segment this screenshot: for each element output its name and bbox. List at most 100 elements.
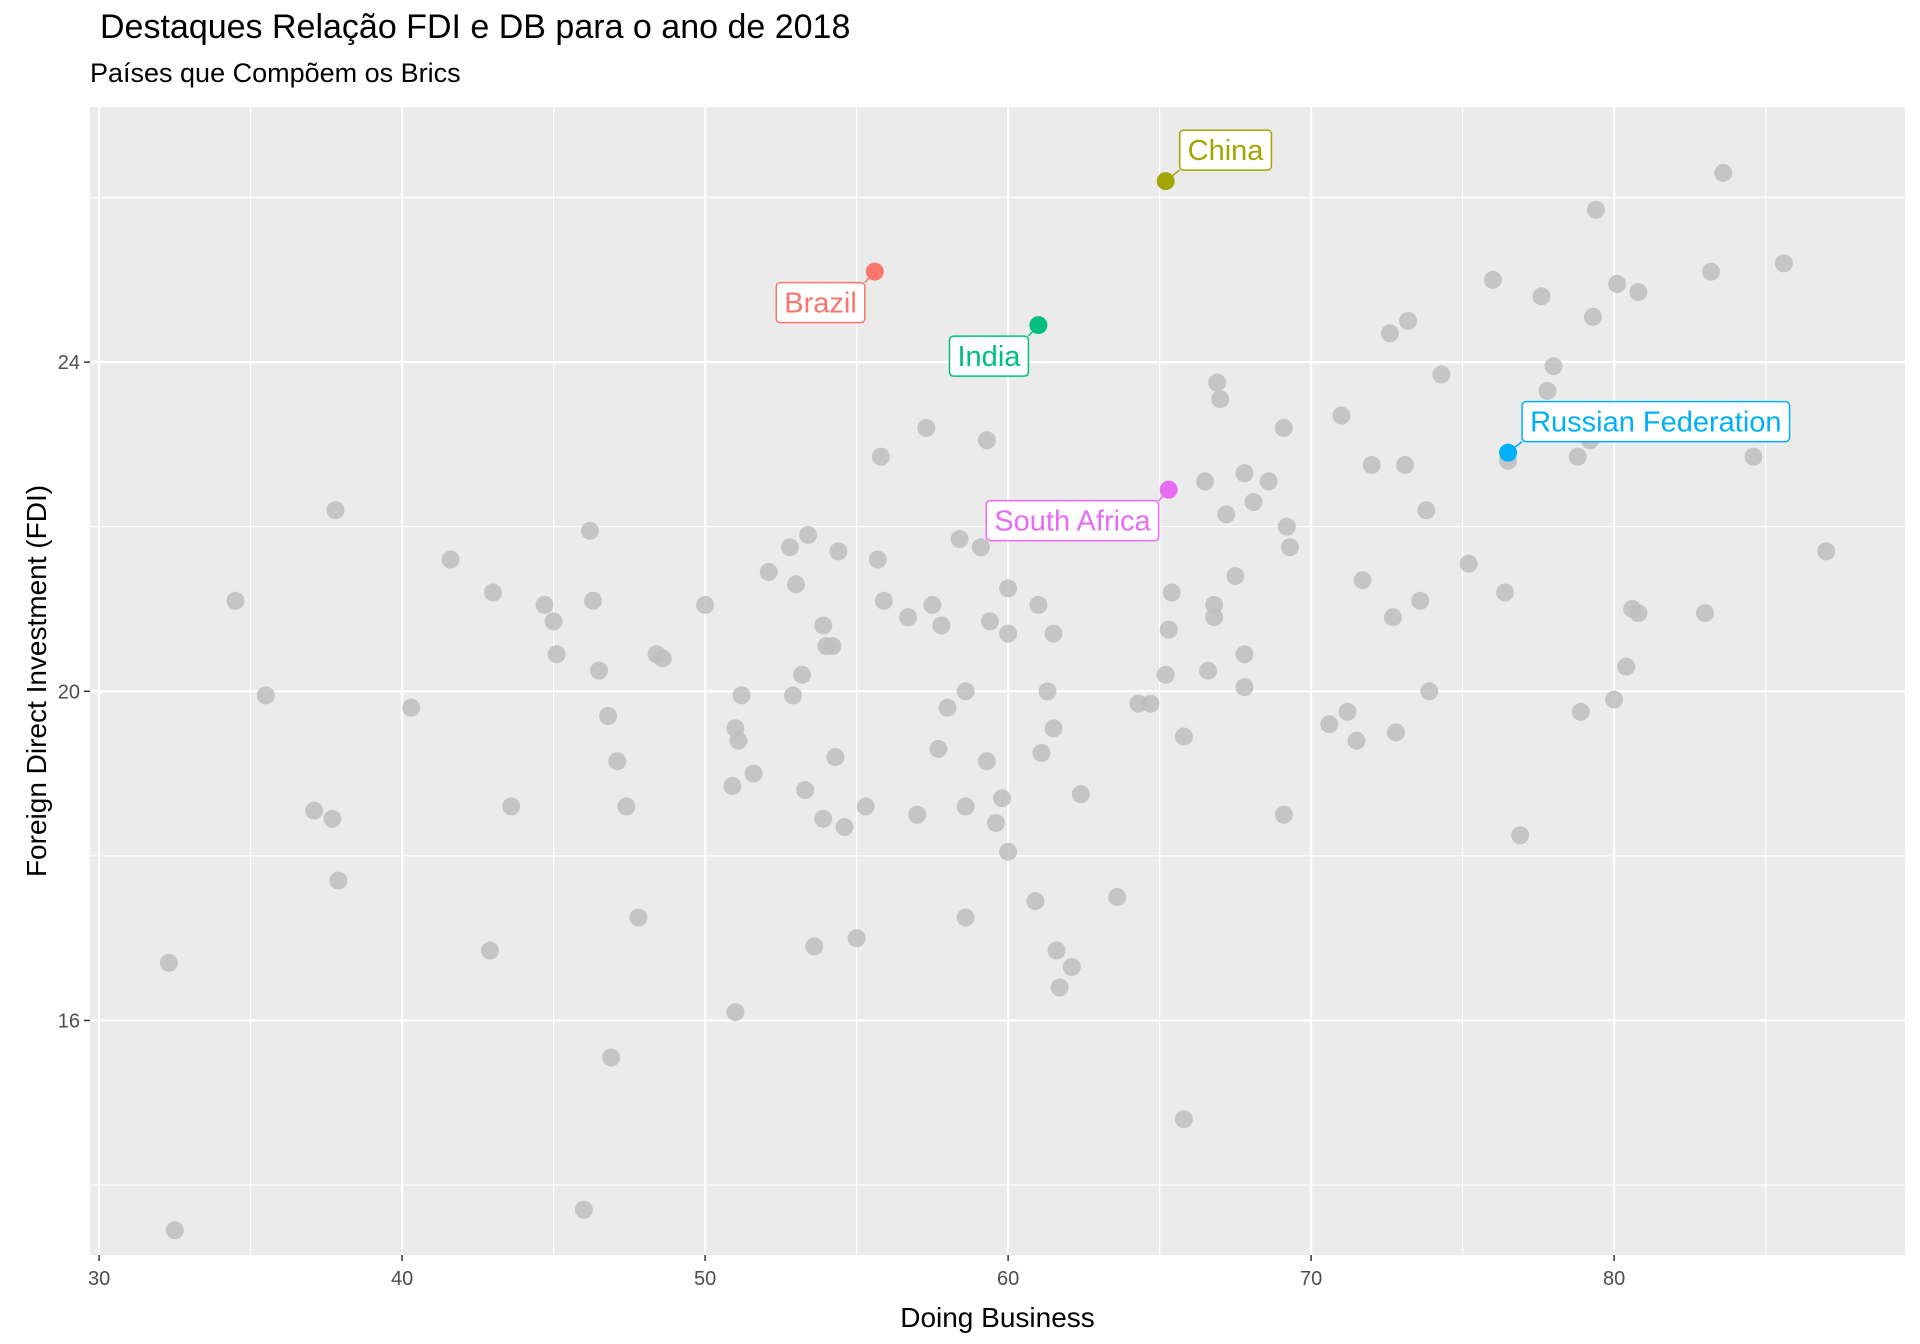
data-point (1162, 583, 1181, 602)
data-point (1205, 608, 1224, 627)
data-point (1817, 542, 1836, 561)
data-point (871, 447, 890, 466)
x-tick-label: 40 (391, 1268, 413, 1290)
data-point (1029, 595, 1048, 614)
data-point (159, 953, 178, 972)
data-point (823, 637, 842, 656)
highlight-label-connector (1165, 169, 1181, 182)
data-point (1332, 406, 1351, 425)
data-point (799, 525, 818, 544)
data-point (732, 686, 751, 705)
data-point (1050, 978, 1069, 997)
data-point (932, 616, 951, 635)
data-point (629, 908, 648, 927)
data-point (929, 739, 948, 758)
data-point (868, 550, 887, 569)
data-point (1235, 645, 1254, 664)
highlight-label-box (948, 335, 1030, 377)
highlight-label-text: Brazil (784, 288, 857, 320)
data-point (1399, 311, 1418, 330)
data-point (602, 1048, 621, 1067)
highlight-label: Russian Federation (1507, 400, 1791, 454)
data-point (1226, 567, 1245, 586)
data-point (1244, 493, 1263, 512)
data-point (874, 591, 893, 610)
data-point (923, 595, 942, 614)
data-point (1174, 727, 1193, 746)
data-point (1586, 200, 1605, 219)
data-point (1108, 888, 1127, 907)
data-point (580, 521, 599, 540)
data-point (993, 789, 1012, 808)
data-point (814, 616, 833, 635)
data-point (759, 562, 778, 581)
data-point (1420, 682, 1439, 701)
data-point (1411, 591, 1430, 610)
y-tick-label: 20 (58, 681, 80, 703)
data-point (826, 748, 845, 767)
highlight-label-text: South Africa (994, 506, 1151, 538)
data-point (590, 661, 609, 680)
data-point (1702, 262, 1721, 281)
data-point (1483, 270, 1502, 289)
data-point (326, 501, 345, 520)
data-point (1062, 957, 1081, 976)
data-point (956, 797, 975, 816)
highlight-label-text: China (1188, 135, 1265, 167)
highlight-label-connector (1027, 324, 1039, 337)
data-point (899, 608, 918, 627)
data-point (1380, 324, 1399, 343)
data-point (1044, 719, 1063, 738)
data-point (1026, 892, 1045, 911)
data-point (305, 801, 324, 820)
highlight-label-connector (1507, 441, 1523, 454)
highlight-label-box (1178, 129, 1273, 171)
data-point (1432, 365, 1451, 384)
data-point (599, 706, 618, 725)
data-point (1338, 702, 1357, 721)
data-point (1417, 501, 1436, 520)
data-point (226, 591, 245, 610)
data-point (956, 682, 975, 701)
data-point (1362, 455, 1381, 474)
data-point (441, 550, 460, 569)
data-point (977, 431, 996, 450)
data-point (1044, 624, 1063, 643)
data-point (780, 538, 799, 557)
data-points (159, 163, 1836, 1240)
plot-background (90, 107, 1905, 1255)
highlight-label-connector (1158, 489, 1170, 502)
data-point (1532, 287, 1551, 306)
data-point (1396, 455, 1415, 474)
data-point (1386, 723, 1405, 742)
data-point (480, 941, 499, 960)
data-point (986, 813, 1005, 832)
data-point (829, 542, 848, 561)
data-point (1156, 665, 1175, 684)
data-point (1047, 941, 1066, 960)
data-point (971, 538, 990, 557)
data-point (783, 686, 802, 705)
data-point (723, 776, 742, 795)
data-point (1159, 620, 1178, 639)
data-point (1605, 690, 1624, 709)
data-point (726, 1003, 745, 1022)
data-point (544, 612, 563, 631)
data-point (1696, 604, 1715, 623)
data-point (1629, 604, 1648, 623)
x-axis-title: Doing Business (900, 1302, 1095, 1333)
x-tick-label: 80 (1603, 1268, 1625, 1290)
data-point (814, 809, 833, 828)
data-point (977, 752, 996, 771)
data-point (1208, 373, 1227, 392)
data-point (483, 583, 502, 602)
data-point (950, 530, 969, 549)
data-point (608, 752, 627, 771)
data-point (1141, 694, 1160, 713)
data-point (956, 908, 975, 927)
data-point (547, 645, 566, 664)
data-point (787, 575, 806, 594)
data-point (908, 805, 927, 824)
x-tick-label: 60 (997, 1268, 1019, 1290)
